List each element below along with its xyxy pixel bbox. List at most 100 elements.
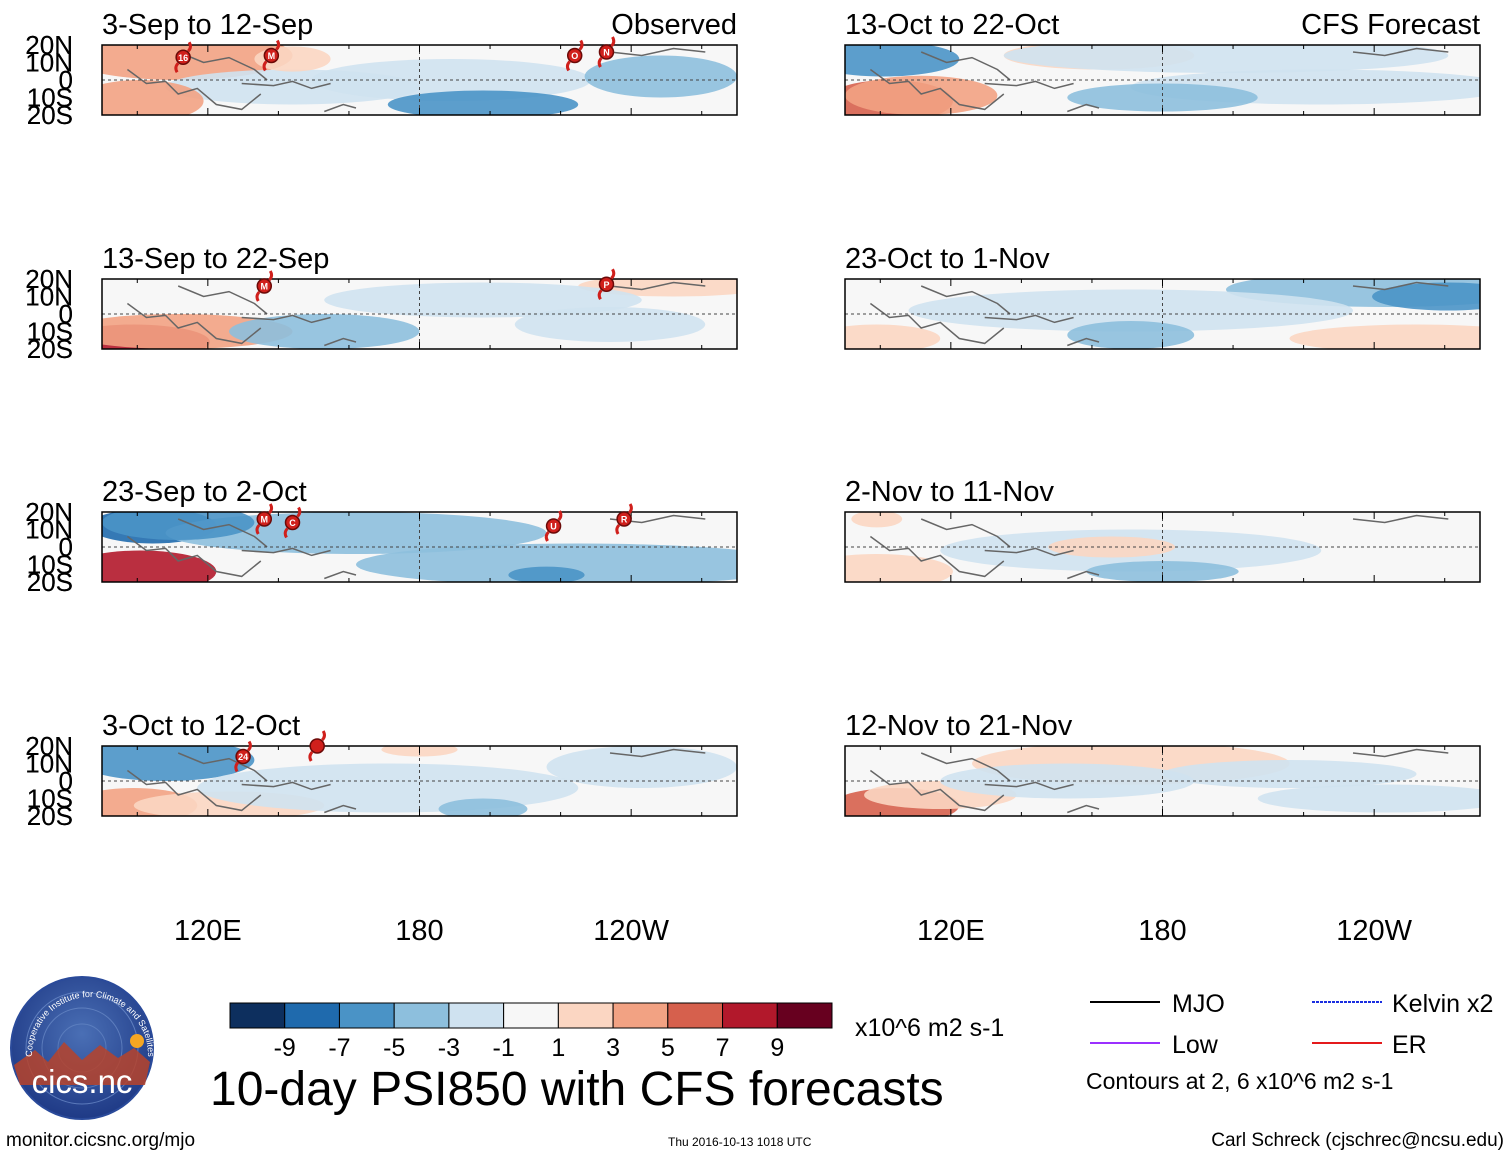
source-url[interactable]: monitor.cicsnc.org/mjo [6, 1130, 196, 1151]
colorbar-cell [557, 1002, 614, 1029]
anomaly-blob [845, 554, 953, 582]
anomaly-blob [845, 75, 998, 115]
anomaly-blob [508, 566, 585, 582]
anomaly-blob [1257, 784, 1480, 813]
figure-title: 10-day PSI850 with CFS forecasts [210, 1063, 944, 1116]
y-tick-label: 20S [27, 567, 73, 597]
colorbar-cell [667, 1002, 724, 1029]
storm-marker: N [597, 36, 616, 68]
panel-title: 23-Oct to 1-Nov [845, 243, 1050, 275]
anomaly-blob [1067, 321, 1195, 349]
y-tick-label: 10N [25, 282, 73, 312]
storm-id: P [603, 280, 609, 290]
storm-id: M [261, 515, 269, 525]
panel-title: 2-Nov to 11-Nov [845, 476, 1054, 508]
anomaly-shading [845, 279, 1480, 349]
y-tick-label: 0 [59, 65, 73, 95]
coastline [869, 281, 1449, 347]
storm-marker [308, 730, 326, 762]
timestamp: Thu 2016-10-13 1018 UTC [668, 1135, 812, 1149]
anomaly-blob [584, 55, 737, 98]
y-tick-label: 10N [25, 515, 73, 545]
anomaly-shading [102, 746, 737, 816]
y-tick-label: 20S [27, 100, 73, 130]
storm-id: M [261, 282, 269, 292]
legend-er-label: ER [1392, 1031, 1427, 1059]
y-tick-label: 10N [25, 749, 73, 779]
storm-id: U [550, 522, 557, 532]
storm-id: 24 [238, 752, 248, 762]
anomaly-blob [102, 80, 204, 115]
colorbar: -9 -7 -5 -3 -1 1 3 5 7 9 [229, 1002, 833, 1062]
author-credit: Carl Schreck (cjschrec@ncsu.edu) [1211, 1130, 1504, 1151]
storm-marker: M [255, 503, 274, 535]
y-tick-label: 20S [27, 567, 73, 597]
legend: MJO Kelvin x2 Low ER [1090, 990, 1493, 1059]
y-tick-label: 20S [27, 334, 73, 364]
storm-id: M [268, 51, 276, 61]
coastline [126, 281, 706, 347]
anomaly-blob [102, 512, 255, 540]
panel-label: Observed [611, 9, 737, 41]
y-tick-label: 20S [27, 334, 73, 364]
y-tick-label: 0 [59, 299, 73, 329]
y-tick-label: 10S [27, 550, 73, 580]
colorbar-cell [503, 1002, 559, 1029]
anomaly-blob [845, 324, 941, 349]
y-tick-label: 10S [27, 317, 73, 347]
anomaly-blob [1372, 282, 1480, 311]
anomaly-blob [845, 45, 960, 77]
x-tick-label: 120E [917, 915, 985, 947]
storm-marker: M [262, 39, 281, 72]
contour-note: Contours at 2, 6 x10^6 m2 s-1 [1086, 1068, 1394, 1094]
x-tick-label: 120W [1336, 915, 1412, 947]
y-tick-label: 10S [27, 83, 73, 113]
y-tick-label: 0 [59, 299, 73, 329]
colorbar-cell [393, 1002, 450, 1029]
map-panel: 13-Oct to 22-Oct CFS Forecast 20N10N010S20… [25, 9, 1481, 130]
panel-title: 23-Sep to 2-Oct [102, 476, 307, 508]
colorbar-units: x10^6 m2 s-1 [855, 1014, 1005, 1042]
colorbar-tick-label: 1 [551, 1034, 565, 1062]
x-tick-label: 180 [395, 915, 443, 947]
panel-title: 12-Nov to 21-Nov [845, 710, 1073, 742]
y-tick-label: 10N [25, 282, 73, 312]
panel-title: 3-Oct to 12-Oct [102, 710, 300, 742]
anomaly-blob [908, 289, 1353, 332]
x-tick-label: 180 [1138, 915, 1186, 947]
anomaly-blob [229, 314, 420, 349]
colorbar-cell [722, 1002, 778, 1029]
anomaly-shading [845, 746, 1480, 816]
anomaly-shading [845, 512, 1322, 582]
y-tick-label: 10S [27, 784, 73, 814]
y-tick-label: 20S [27, 100, 73, 130]
coastline [869, 514, 1449, 580]
y-tick-label: 20N [25, 497, 73, 527]
storm-id: N [603, 48, 610, 58]
y-tick-label: 20N [25, 264, 73, 294]
legend-low-label: Low [1172, 1031, 1219, 1059]
anomaly-blob [1003, 45, 1449, 73]
storm-marker: M [255, 270, 274, 302]
colorbar-cell [612, 1002, 669, 1029]
anomaly-blob [1289, 324, 1480, 349]
y-tick-label: 0 [59, 766, 73, 796]
anomaly-blob [438, 798, 528, 816]
anomaly-blob [851, 512, 903, 528]
y-tick-label: 20N [25, 30, 73, 60]
legend-mjo-label: MJO [1172, 990, 1225, 1018]
y-tick-label: 0 [59, 532, 73, 562]
logo-name: cics.nc [32, 1063, 133, 1100]
panel-label: CFS Forecast [1301, 9, 1480, 41]
coastline [126, 514, 706, 580]
y-tick-label: 20N [25, 497, 73, 527]
legend-kelvin-label: Kelvin x2 [1392, 990, 1493, 1018]
y-tick-label: 20S [27, 801, 73, 831]
anomaly-blob [102, 746, 255, 781]
